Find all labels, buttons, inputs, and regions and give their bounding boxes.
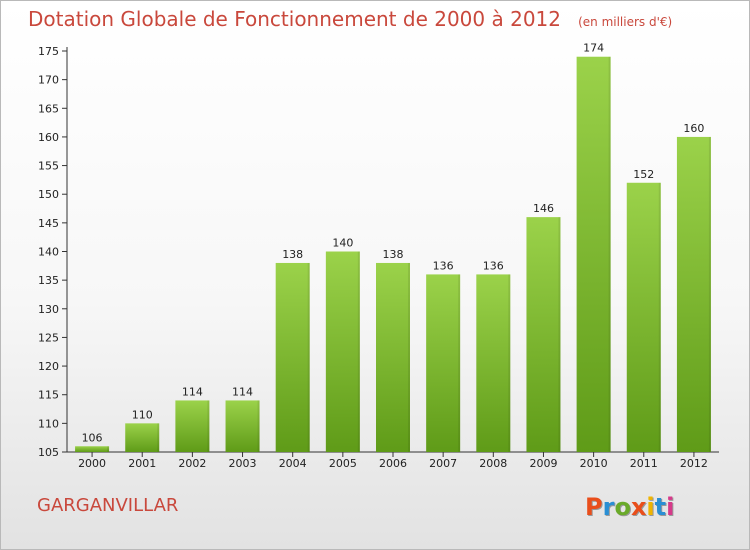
bar — [476, 274, 511, 452]
bar-value-label: 140 — [332, 237, 353, 250]
y-tick-label: 145 — [38, 217, 59, 230]
x-tick-label: 2008 — [479, 457, 507, 470]
logo-letter: i — [666, 493, 675, 521]
x-tick-label: 2009 — [529, 457, 557, 470]
logo-letter: P — [585, 493, 603, 521]
bar — [325, 251, 360, 452]
bar-value-label: 136 — [433, 259, 454, 272]
bar-shade — [708, 136, 711, 452]
bar-value-label: 146 — [533, 202, 554, 215]
bar — [376, 262, 410, 452]
x-tick-label: 2003 — [229, 457, 257, 470]
bar-value-label: 136 — [483, 259, 504, 272]
y-tick-label: 165 — [38, 102, 59, 115]
bar — [426, 274, 461, 452]
logo-letter: o — [614, 493, 631, 521]
y-tick-label: 160 — [38, 131, 59, 144]
bar-shade — [157, 423, 160, 452]
bar — [125, 423, 160, 452]
y-tick-label: 110 — [38, 417, 59, 430]
y-tick-label: 135 — [38, 274, 59, 287]
bar — [275, 262, 310, 452]
logo-letter: i — [646, 493, 655, 521]
bar-value-label: 114 — [232, 385, 253, 398]
bar-shade — [658, 182, 661, 452]
bar — [526, 217, 561, 452]
bar-value-label: 160 — [683, 122, 704, 135]
chart-title-text: Dotation Globale de Fonctionnement de 20… — [28, 7, 561, 31]
bar-shade — [508, 274, 511, 452]
bar-shade — [107, 446, 110, 452]
bar — [576, 56, 611, 452]
bar-shade — [608, 56, 611, 452]
x-tick-label: 2000 — [78, 457, 106, 470]
x-tick-label: 2007 — [429, 457, 457, 470]
bar-shade — [307, 262, 310, 452]
bar — [626, 182, 661, 452]
bar-value-label: 110 — [132, 408, 153, 421]
bar-value-label: 114 — [182, 385, 203, 398]
x-tick-label: 2011 — [630, 457, 658, 470]
y-tick-label: 105 — [38, 446, 59, 459]
bar-value-label: 174 — [583, 42, 604, 55]
bar — [676, 136, 711, 452]
bar — [175, 400, 210, 452]
bar-value-label: 138 — [383, 248, 404, 261]
y-tick-label: 150 — [38, 188, 59, 201]
bar-shade — [458, 274, 461, 452]
bar-value-label: 152 — [633, 168, 654, 181]
y-tick-label: 140 — [38, 246, 59, 259]
bar-value-label: 106 — [82, 431, 103, 444]
bar — [225, 400, 260, 452]
y-tick-label: 120 — [38, 360, 59, 373]
bar — [75, 446, 110, 452]
x-tick-label: 2001 — [128, 457, 156, 470]
chart-title: Dotation Globale de Fonctionnement de 20… — [28, 7, 672, 31]
bar-value-label: 138 — [282, 248, 303, 261]
chart-unit-label: (en milliers d'€) — [578, 15, 673, 29]
x-tick-label: 2004 — [279, 457, 307, 470]
y-tick-label: 155 — [38, 160, 59, 173]
x-tick-label: 2012 — [680, 457, 708, 470]
bar-shade — [558, 217, 561, 452]
bar-shade — [257, 400, 260, 452]
x-tick-label: 2006 — [379, 457, 407, 470]
y-tick-label: 170 — [38, 74, 59, 87]
x-tick-label: 2010 — [580, 457, 608, 470]
x-tick-label: 2002 — [178, 457, 206, 470]
y-tick-label: 125 — [38, 331, 59, 344]
y-tick-label: 115 — [38, 389, 59, 402]
bar-shade — [207, 400, 210, 452]
x-tick-label: 2005 — [329, 457, 357, 470]
y-tick-label: 130 — [38, 303, 59, 316]
y-tick-label: 175 — [38, 45, 59, 58]
place-name: GARGANVILLAR — [37, 495, 179, 516]
bar-shade — [408, 262, 410, 452]
proxiti-logo: Proxiti — [585, 493, 674, 521]
logo-letter: x — [630, 493, 647, 521]
logo-letter: r — [602, 493, 615, 521]
logo-letter: t — [654, 493, 667, 521]
bar-shade — [357, 251, 360, 452]
